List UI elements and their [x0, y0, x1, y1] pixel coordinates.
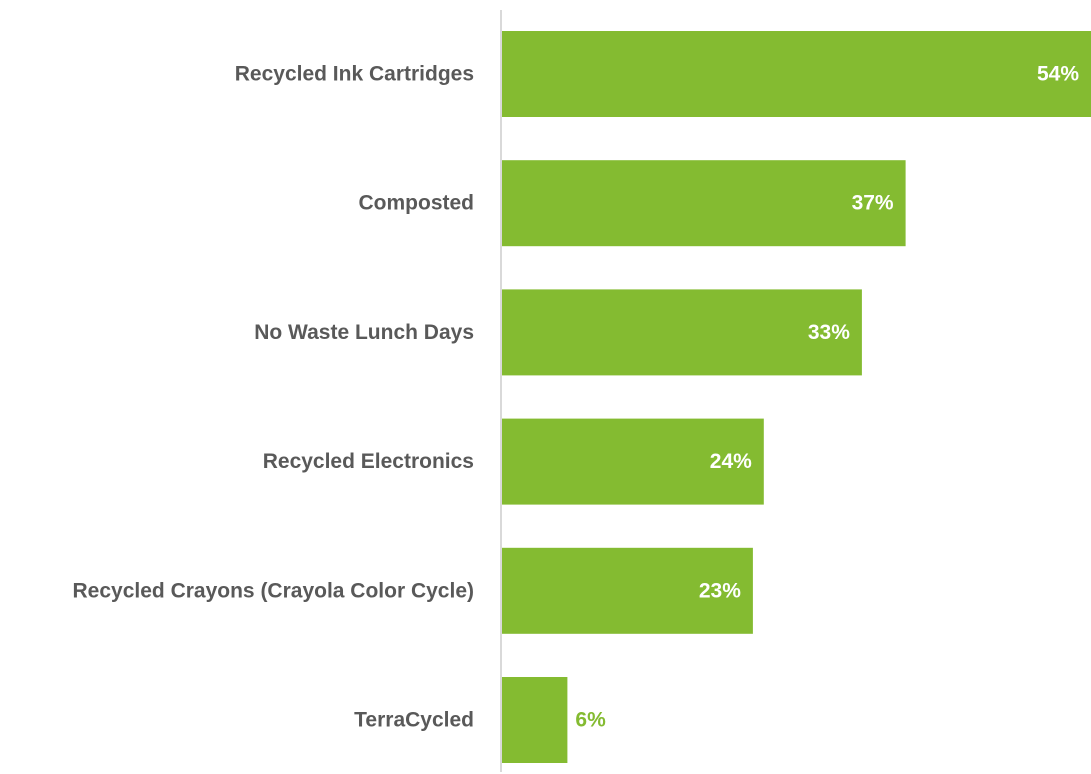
value-label-recycled-ink-cartridges: 54%: [1037, 63, 1079, 86]
category-labels-group: Recycled Ink Cartridges Composted No Waste…: [73, 63, 474, 732]
bar-composted: [502, 160, 906, 247]
bar-recycled-ink-cartridges: [502, 31, 1091, 117]
bar-terracycled: [502, 677, 568, 763]
value-label-recycled-electronics: 24%: [710, 450, 752, 473]
category-label-recycled-electronics: Recycled Electronics: [263, 450, 474, 473]
bar-recycled-electronics: [502, 418, 764, 505]
category-label-recycled-ink-cartridges: Recycled Ink Cartridges: [235, 63, 474, 86]
value-label-composted: 37%: [852, 192, 894, 215]
value-label-terracycled: 6%: [575, 709, 606, 732]
category-label-no-waste-lunch-days: No Waste Lunch Days: [254, 321, 474, 344]
category-label-terracycled: TerraCycled: [354, 709, 474, 732]
bar-recycled-crayons-crayola-color-cycle: [502, 547, 753, 634]
value-label-recycled-crayons-crayola-color-cycle: 23%: [699, 579, 741, 602]
bars-group: [502, 31, 1091, 763]
category-label-composted: Composted: [359, 192, 475, 215]
bar-no-waste-lunch-days: [502, 289, 862, 376]
value-label-no-waste-lunch-days: 33%: [808, 321, 850, 344]
category-label-recycled-crayons-crayola-color-cycle: Recycled Crayons (Crayola Color Cycle): [73, 579, 474, 602]
value-labels-group: 54% 37% 33% 24% 23% 6%: [575, 63, 1079, 732]
